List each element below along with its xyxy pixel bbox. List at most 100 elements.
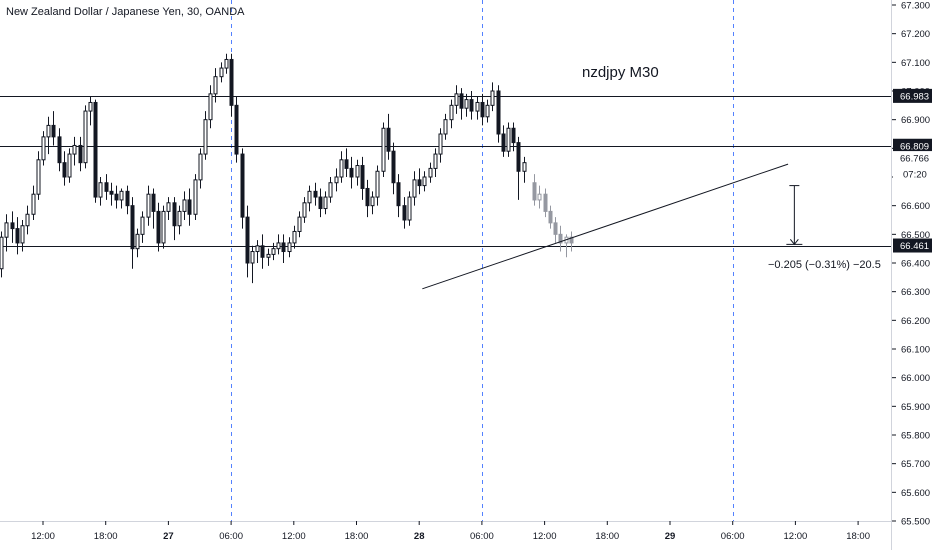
current-price-bg	[893, 151, 932, 166]
candle-body-up	[443, 119, 448, 135]
candle-body-down	[151, 193, 156, 212]
candle-body-down	[240, 153, 245, 218]
projection-candle-body	[532, 182, 537, 201]
candle-body-up	[224, 58, 229, 69]
y-tick-label: 65.500	[901, 517, 930, 528]
projection-candle-body	[537, 193, 542, 201]
candle-body-down	[109, 190, 114, 195]
candle-body-up	[302, 202, 307, 218]
candle-body-up	[31, 193, 36, 215]
candle-body-down	[469, 99, 474, 112]
candle-body-up	[485, 104, 490, 118]
y-tick-label: 66.900	[901, 115, 930, 126]
chart-annotation: nzdjpy M30	[582, 64, 659, 81]
candle-body-up	[339, 159, 344, 178]
countdown-label: 07:20	[903, 170, 927, 181]
candle-body-down	[234, 104, 239, 155]
y-tick-label: 65.600	[901, 488, 930, 499]
candle-body-down	[501, 133, 506, 152]
x-tick-label: 18:00	[846, 531, 870, 542]
x-tick-label: 12:00	[31, 531, 55, 542]
drawings	[422, 163, 803, 290]
y-tick-label: 66.400	[901, 259, 930, 270]
y-tick-label: 66.200	[901, 316, 930, 327]
session-separators	[231, 0, 734, 521]
candle-body-up	[522, 162, 527, 172]
candle-body-up	[490, 90, 495, 106]
candle-body-up	[203, 119, 208, 155]
candle-body-up	[140, 216, 145, 235]
candle-body-down	[349, 167, 354, 178]
candle-body-down	[93, 101, 98, 198]
x-tick-label: 18:00	[94, 531, 118, 542]
candle-body-up	[83, 110, 88, 164]
candle-body-down	[51, 124, 56, 138]
candle-body-up	[98, 182, 103, 198]
y-tick-label: 66.500	[901, 230, 930, 241]
candle-body-down	[104, 182, 109, 192]
candle-body-up	[146, 193, 151, 218]
candle-body-up	[375, 170, 380, 198]
candle-body-up	[88, 101, 93, 112]
candle-body-down	[386, 127, 391, 152]
candle-body-down	[57, 136, 62, 164]
candle-body-down	[313, 190, 318, 198]
candle-body-up	[36, 159, 41, 195]
time-axis[interactable]: 12:00 18:00 27 06:00 12:00 18:00 28 06:00 12:00 1…	[31, 521, 870, 542]
y-tick-label: 66.000	[901, 373, 930, 384]
candle-body-up	[161, 210, 166, 244]
candle-body-up	[438, 133, 443, 155]
y-tick-label: 65.700	[901, 459, 930, 470]
candle-body-up	[0, 236, 4, 270]
price-axis[interactable]: 67.30067.20067.10067.00066.90066.80066.7…	[892, 1, 932, 528]
candle-body-down	[10, 222, 15, 230]
projection-candle-body	[569, 236, 574, 244]
y-tick-label: 65.900	[901, 402, 930, 413]
candle-body-up	[41, 136, 46, 161]
candle-body-down	[516, 142, 521, 172]
x-tick-label: 06:00	[219, 531, 243, 542]
y-tick-label: 66.300	[901, 287, 930, 298]
x-tick-label: 12:00	[784, 531, 808, 542]
current-price-label: 66.766	[900, 154, 929, 165]
candle-body-up	[255, 245, 260, 253]
projection-candle-body	[543, 193, 548, 212]
candle-body-up	[166, 202, 171, 212]
candle-body-up	[219, 67, 224, 78]
candle-body-up	[20, 225, 25, 244]
countdown-bg	[893, 167, 932, 182]
candle-body-up	[323, 196, 328, 210]
candle-body-up	[292, 230, 297, 244]
candle-body-up	[213, 76, 218, 95]
candle-body-down	[229, 58, 234, 106]
candle-body-up	[177, 210, 182, 227]
y-tick-label: 67.300	[901, 1, 930, 12]
y-tick-label: 67.200	[901, 29, 930, 40]
candle-body-up	[297, 216, 302, 232]
x-tick-label: 27	[163, 531, 174, 542]
candle-body-down	[365, 187, 370, 207]
horizontal-levels	[0, 96, 891, 247]
y-tick-label: 66.600	[901, 201, 930, 212]
candle-body-down	[187, 199, 192, 215]
candle-body-up	[67, 153, 72, 178]
candle-body-up	[433, 153, 438, 169]
candle-body-up	[328, 182, 333, 198]
level-price-badge-text: 66.983	[900, 91, 929, 102]
candle-body-up	[428, 167, 433, 178]
candle-body-down	[417, 179, 422, 187]
x-tick-label: 18:00	[345, 531, 369, 542]
candle-body-down	[130, 205, 135, 250]
candle-body-up	[449, 104, 454, 121]
candle-body-down	[281, 242, 286, 253]
projection-candle-body	[548, 210, 553, 224]
candle-body-up	[135, 233, 140, 250]
candle-body-down	[344, 159, 349, 169]
candle-body-down	[62, 162, 67, 178]
candle-body-down	[459, 93, 464, 109]
candle-body-down	[245, 216, 250, 264]
candle-body-down	[402, 205, 407, 221]
candle-body-up	[454, 93, 459, 106]
candle-body-up	[4, 222, 9, 238]
